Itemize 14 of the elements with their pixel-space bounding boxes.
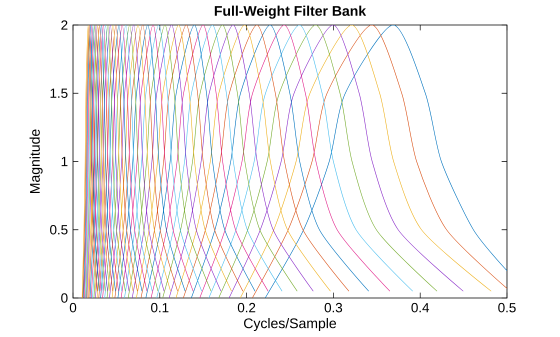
x-tick-label: 0.3 <box>324 302 342 312</box>
x-tick-label: 0.5 <box>498 302 516 312</box>
y-tick-label: 0 <box>61 293 68 303</box>
x-tick-label: 0.1 <box>151 302 168 312</box>
x-axis-title: Cycles/Sample <box>244 318 336 332</box>
chart-title: Full-Weight Filter Bank <box>214 6 366 19</box>
y-tick-label: 1.5 <box>50 88 68 98</box>
y-axis-title: Magnitude <box>30 129 43 194</box>
y-tick-label: 0.5 <box>50 225 68 234</box>
x-tick-label: 0.4 <box>411 302 430 312</box>
x-tick-label: 0 <box>70 302 76 312</box>
y-tick-label: 1 <box>62 156 68 166</box>
y-tick-label: 2 <box>61 20 68 30</box>
x-tick-label: 0.2 <box>238 302 256 312</box>
